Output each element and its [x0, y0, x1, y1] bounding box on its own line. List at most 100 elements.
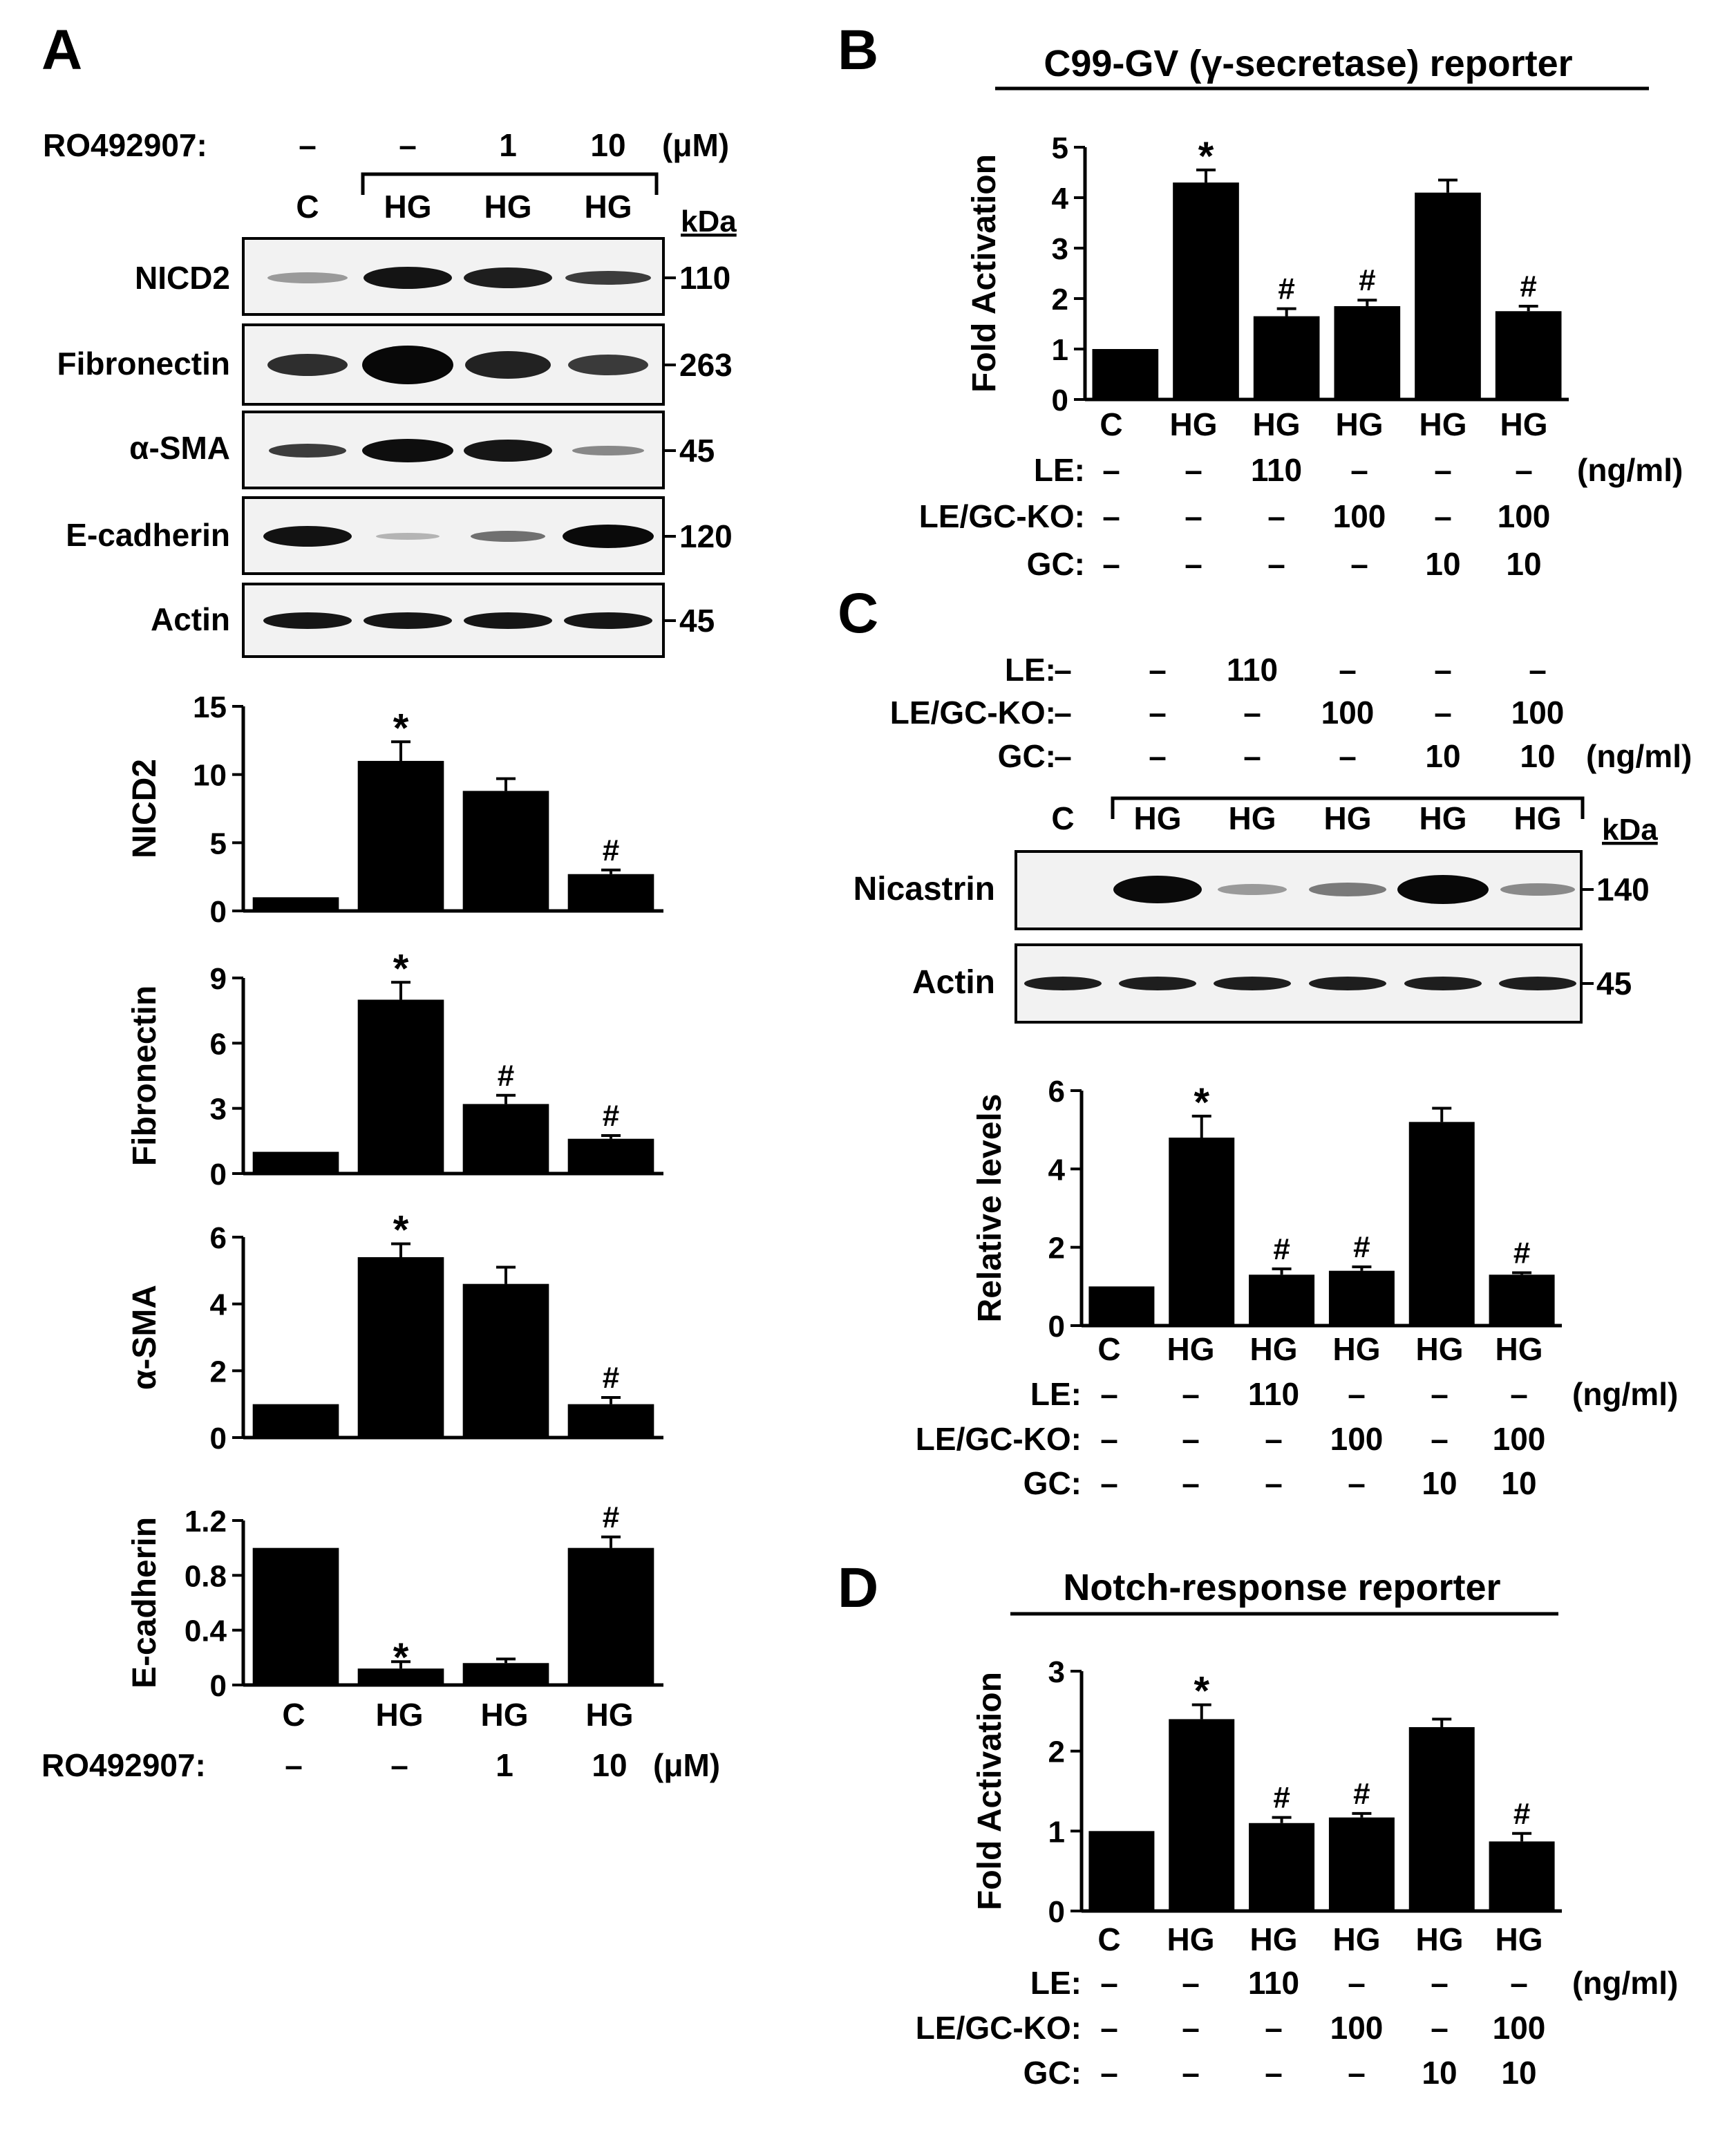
- x-category-label: HG: [1416, 1921, 1464, 1957]
- treatment-value: –: [1265, 2055, 1283, 2091]
- panel-c-hg-bracket: [1111, 796, 1585, 819]
- kda-value-nicastrin: 140: [1596, 872, 1650, 907]
- blot-band: [1397, 875, 1489, 904]
- panel-a-dose-3: 1: [499, 127, 517, 163]
- treatment-value: 10: [1425, 546, 1460, 582]
- bar: [567, 1138, 654, 1174]
- x-category-label: HG: [1500, 406, 1548, 442]
- x-category-label: HG: [1496, 1921, 1543, 1957]
- x-category-label: HG: [1333, 1921, 1381, 1957]
- treatment-value: –: [1434, 498, 1452, 534]
- y-tick-label: 3: [1048, 1655, 1065, 1689]
- bar: [357, 1668, 444, 1685]
- panel-b-letter: B: [838, 19, 878, 82]
- treatment-value: –: [1350, 546, 1368, 582]
- bar: [252, 897, 339, 911]
- treatment-value: 100: [1330, 1421, 1384, 1457]
- panel-a-lane-3: HG: [484, 189, 532, 225]
- blot-band: [263, 526, 352, 547]
- x-category-label: HG: [1336, 406, 1384, 442]
- bar: [1328, 1817, 1395, 1911]
- chart-a1: 0 5 10 15 NICD2 * #: [126, 690, 663, 929]
- x-category-label: HG: [1416, 1331, 1464, 1367]
- significance-mark: #: [1520, 270, 1536, 303]
- kda-value-nicd2: 110: [679, 260, 730, 296]
- treatment-value: –: [1182, 1421, 1200, 1457]
- blot-band: [564, 612, 652, 629]
- blot-band: [1024, 977, 1102, 990]
- treatment-value: –: [1510, 1376, 1528, 1412]
- significance-mark: #: [603, 834, 619, 867]
- bar: [357, 1257, 444, 1438]
- bar: [462, 1104, 549, 1174]
- bar: [357, 999, 444, 1174]
- treatment-row-label: LE:: [1030, 1376, 1082, 1412]
- treatment-value: –: [1510, 1965, 1528, 2001]
- blot-band: [362, 346, 453, 384]
- significance-mark: *: [393, 1635, 409, 1680]
- treatment-value: –: [1185, 546, 1202, 582]
- kda-value-actin-a: 45: [679, 603, 715, 639]
- bar: [462, 1663, 549, 1685]
- blot-band: [563, 525, 654, 548]
- panel-c-letter: C: [838, 582, 878, 645]
- panel-c-lane-4: HG: [1324, 800, 1372, 836]
- panel-c-lane-3: HG: [1229, 800, 1276, 836]
- treatment-value: –: [1100, 2055, 1118, 2091]
- y-tick-label: 1: [1052, 333, 1068, 367]
- treatment-row-label: LE:: [1034, 452, 1085, 488]
- blot-band: [1119, 977, 1196, 990]
- blot-band: [464, 440, 552, 462]
- treatment-value: –: [1243, 738, 1261, 774]
- significance-mark: *: [1194, 1080, 1209, 1125]
- treatment-value: –: [1265, 1421, 1283, 1457]
- panel-a-xlabel-2: HG: [376, 1697, 424, 1733]
- treatment-value: –: [1185, 498, 1202, 534]
- treatment-value: –: [1265, 2010, 1283, 2046]
- panel-c-lane-5: HG: [1419, 800, 1467, 836]
- blot-band: [568, 355, 648, 375]
- treatment-value: 100: [1493, 1421, 1546, 1457]
- treatment-value: –: [1102, 498, 1120, 534]
- blot-band: [1499, 977, 1576, 990]
- blot-band: [471, 531, 545, 542]
- treatment-value: –: [1100, 1376, 1118, 1412]
- treatment-row-label: GC:: [998, 738, 1056, 774]
- panel-a-xlabel-4: HG: [586, 1697, 634, 1733]
- y-axis-label: Fibronectin: [126, 986, 163, 1166]
- y-axis-label: α-SMA: [126, 1285, 163, 1390]
- treatment-value: –: [1102, 546, 1120, 582]
- blot-band: [565, 271, 651, 285]
- significance-mark: *: [393, 706, 409, 751]
- y-axis-label: Fold Activation: [972, 1672, 1008, 1910]
- blot-band: [364, 267, 452, 289]
- y-tick-label: 2: [1052, 283, 1068, 317]
- panel-a-bottom-treatment-label: RO492907:: [41, 1747, 206, 1783]
- bar: [1334, 305, 1401, 399]
- blot-label-nicd2: NICD2: [135, 260, 230, 296]
- treatment-value: –: [1434, 695, 1452, 731]
- significance-mark: #: [1513, 1236, 1530, 1270]
- y-tick-label: 3: [210, 1093, 227, 1127]
- treatment-value: –: [1149, 695, 1167, 731]
- blot-band: [263, 612, 352, 629]
- treatment-value: –: [1434, 452, 1452, 488]
- bar: [1169, 1719, 1235, 1911]
- blot-label-actin-a: Actin: [151, 601, 230, 637]
- treatment-value: –: [1185, 452, 1202, 488]
- y-tick-label: 0: [210, 1422, 227, 1456]
- treatment-value: –: [1182, 1965, 1200, 2001]
- x-category-label: HG: [1250, 1921, 1298, 1957]
- blot-frame-actin-c: [1015, 943, 1583, 1024]
- treatment-value: –: [1182, 2055, 1200, 2091]
- treatment-value: –: [1102, 452, 1120, 488]
- treatment-value: 110: [1248, 1965, 1299, 2001]
- significance-mark: #: [1513, 1797, 1530, 1831]
- bar: [1489, 1841, 1555, 1911]
- x-category-label: HG: [1167, 1921, 1215, 1957]
- treatment-value: 100: [1493, 2010, 1546, 2046]
- treatment-unit: (ng/ml): [1586, 738, 1692, 774]
- treatment-value: 10: [1501, 2055, 1536, 2091]
- treatment-row-label: GC:: [1027, 546, 1085, 582]
